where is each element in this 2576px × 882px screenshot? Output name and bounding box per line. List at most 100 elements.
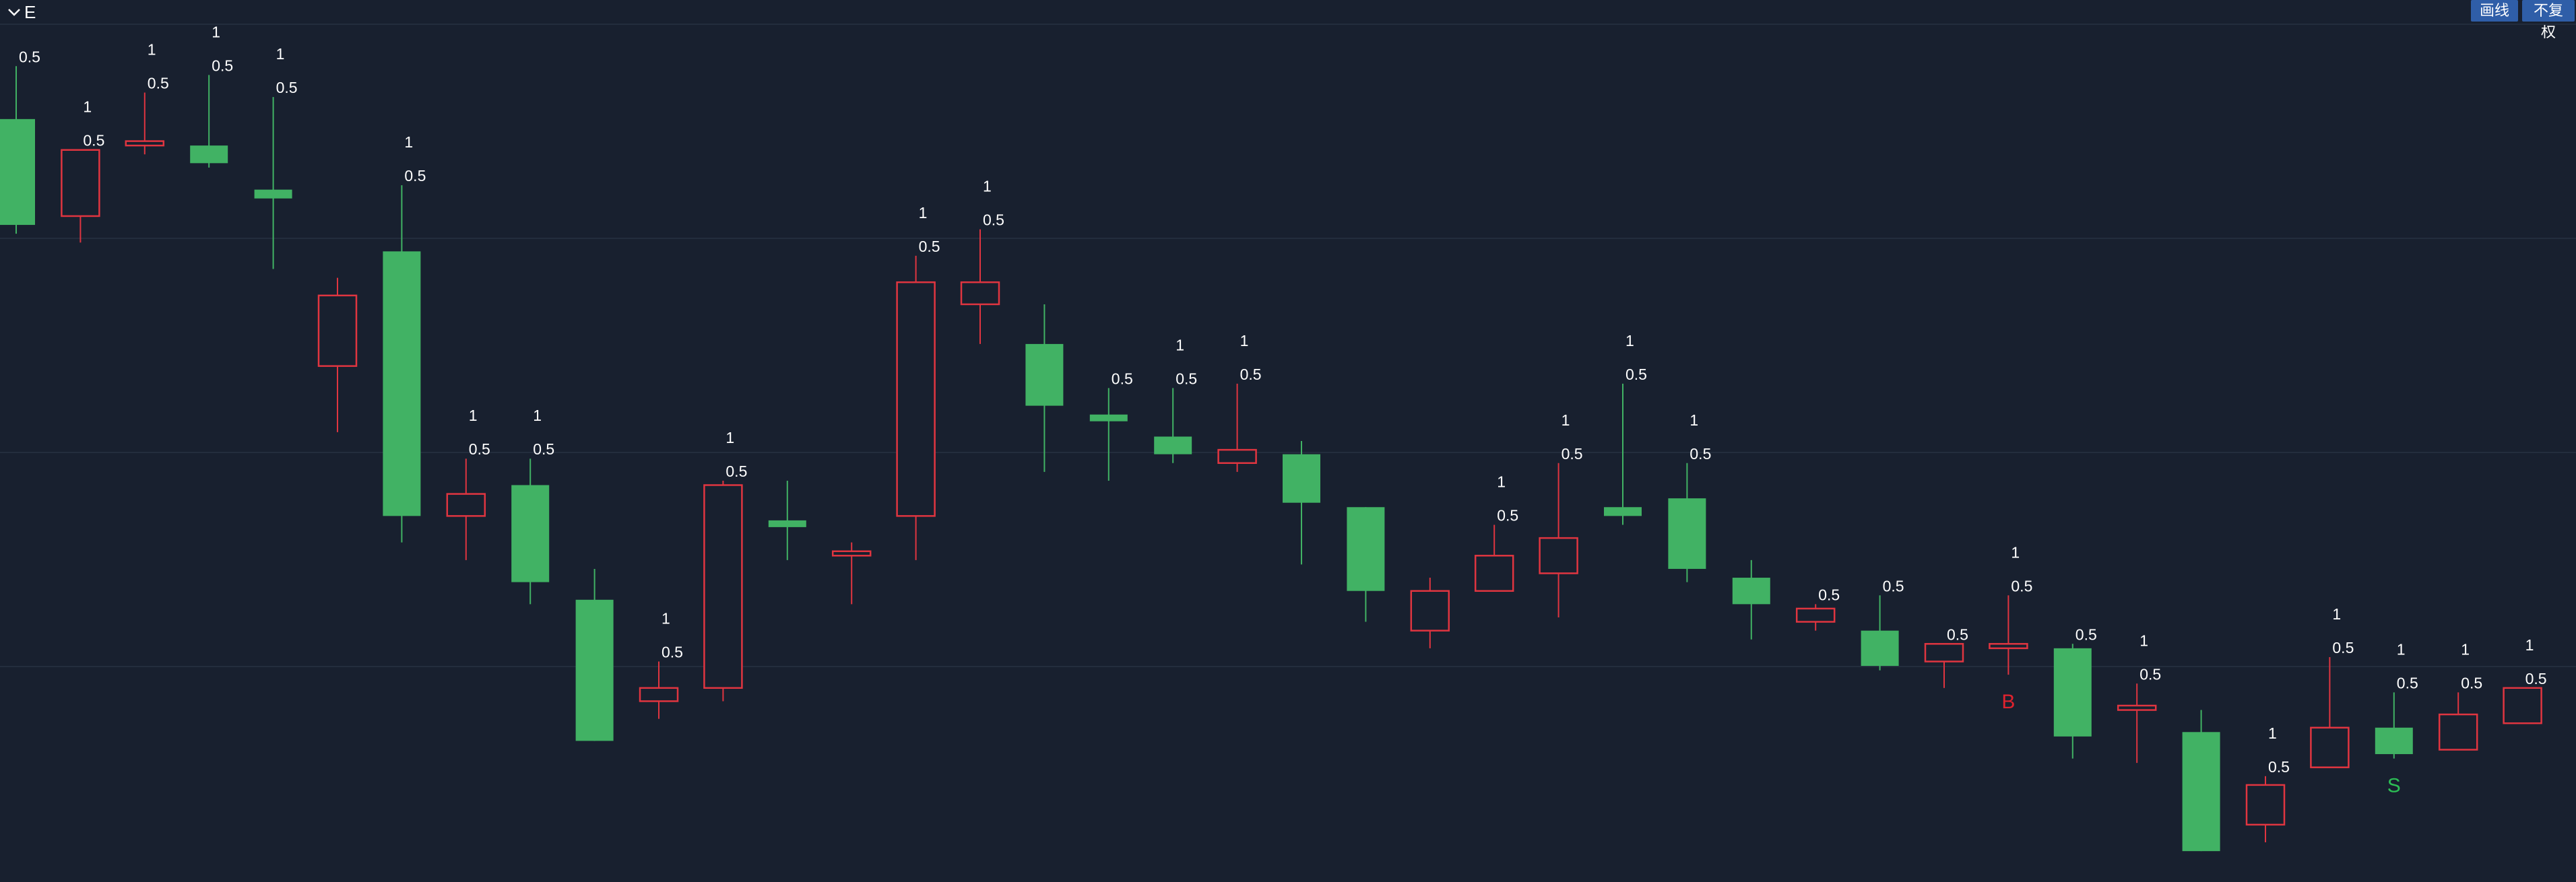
candle-body [960, 281, 1000, 306]
candle-value-label: 1 [148, 41, 156, 59]
candle[interactable] [190, 75, 228, 168]
candle[interactable] [960, 229, 1000, 344]
candle[interactable] [1283, 441, 1320, 565]
candle[interactable] [1474, 524, 1514, 592]
candle[interactable] [2438, 692, 2478, 751]
candle[interactable] [2503, 687, 2542, 724]
candle[interactable] [0, 66, 35, 234]
candle-value-label: 0.5 [1689, 445, 1711, 463]
candle-value-label: 0.5 [1947, 625, 1968, 643]
candle-value-label: 0.5 [1112, 370, 1133, 387]
candle-body [2245, 784, 2286, 826]
candle-body [1089, 414, 1128, 421]
candle-value-label: 0.5 [919, 238, 940, 255]
candle[interactable] [1217, 383, 1257, 472]
candle-value-label: 1 [2461, 640, 2470, 658]
candle[interactable] [2182, 710, 2220, 852]
candle-value-label: 1 [726, 429, 734, 446]
candle[interactable] [1604, 383, 1642, 525]
candle-body [2182, 732, 2220, 852]
candle-value-label: 1 [983, 178, 992, 195]
candle-body [1347, 507, 1385, 591]
candle-value-label: 1 [1625, 332, 1634, 349]
candle[interactable] [768, 480, 806, 560]
candle[interactable] [125, 92, 165, 155]
candle[interactable] [1668, 463, 1706, 582]
sell-marker: S [2387, 775, 2401, 797]
candle[interactable] [61, 149, 100, 243]
candle[interactable] [1025, 304, 1064, 472]
candle-value-label: 1 [2268, 724, 2277, 742]
candle[interactable] [2310, 656, 2350, 768]
candle-body [2053, 648, 2092, 737]
candle[interactable] [1861, 595, 1899, 671]
candle-body [511, 485, 550, 582]
candle-body [1989, 643, 2028, 650]
candle[interactable] [1924, 643, 1964, 688]
candle-body [1795, 607, 1836, 623]
candle-value-label: 1 [1561, 411, 1570, 429]
candle-value-label: 0.5 [2075, 625, 2097, 643]
candle-value-label: 0.5 [2397, 674, 2418, 691]
candle-value-label: 1 [1240, 332, 1249, 349]
candle-body [1539, 537, 1578, 574]
candle[interactable] [1410, 578, 1450, 648]
candle-body [61, 149, 100, 217]
candle-value-label: 0.5 [1176, 370, 1197, 387]
candle-value-label: 0.5 [212, 57, 233, 74]
candle[interactable] [2117, 683, 2157, 764]
candle[interactable] [383, 185, 421, 543]
candle[interactable] [1539, 463, 1578, 617]
candle[interactable] [254, 97, 292, 269]
candle-value-label: 1 [212, 23, 220, 40]
price-adjust-button[interactable]: 不复权 [2522, 0, 2575, 40]
candle-body [0, 118, 35, 226]
candle-value-label: 0.5 [276, 79, 298, 96]
candle-value-label: 0.5 [469, 440, 490, 458]
candle[interactable] [511, 459, 550, 605]
candle-body [703, 484, 743, 689]
candle-value-label: 1 [404, 133, 413, 151]
candle-body [190, 145, 228, 164]
grid-lines [0, 24, 2576, 667]
candle-value-label: 0.5 [148, 75, 169, 92]
candle[interactable] [317, 277, 358, 432]
collapse-button[interactable] [7, 4, 27, 20]
candle[interactable] [1989, 595, 2028, 675]
candle[interactable] [1089, 388, 1128, 481]
candle[interactable] [1347, 507, 1385, 622]
candle-value-label: 1 [276, 45, 285, 63]
candle[interactable] [896, 255, 936, 560]
candle-value-label: 1 [2397, 640, 2406, 658]
candle-body [831, 550, 872, 557]
candle[interactable] [575, 568, 614, 741]
chart-title: E [24, 2, 36, 22]
candle[interactable] [446, 459, 486, 560]
candle-value-label: 1 [2139, 632, 2148, 649]
candle-body [317, 294, 358, 367]
candle[interactable] [2375, 692, 2413, 759]
candle-value-label: 1 [662, 610, 670, 627]
candle[interactable] [639, 661, 679, 719]
candle-value-label: 0.5 [1497, 506, 1518, 524]
candle[interactable] [1732, 559, 1770, 640]
draw-line-button[interactable]: 画线 [2471, 0, 2518, 22]
candle-value-label: 1 [919, 204, 928, 222]
candle-body [446, 493, 486, 517]
candles [0, 66, 2542, 852]
annotations: 0.5 1 0.5 1 0.5 1 0.5 1 0.5 1 0.5 1 0.5 1 0.5 1 0.5 1 0.5 1… [19, 23, 2547, 796]
candle-body [2438, 713, 2478, 751]
candle-body [254, 189, 292, 199]
candle-value-label: 0.5 [1883, 577, 1904, 595]
candle[interactable] [703, 480, 743, 702]
candle-body [383, 251, 421, 516]
candle[interactable] [2245, 776, 2286, 843]
candle[interactable] [1154, 388, 1192, 463]
candle-value-label: 1 [1176, 336, 1184, 353]
candle-body [1861, 630, 1899, 667]
candle[interactable] [831, 542, 872, 605]
candle[interactable] [1795, 604, 1836, 631]
candle-body [2117, 704, 2157, 711]
candle[interactable] [2053, 644, 2092, 759]
